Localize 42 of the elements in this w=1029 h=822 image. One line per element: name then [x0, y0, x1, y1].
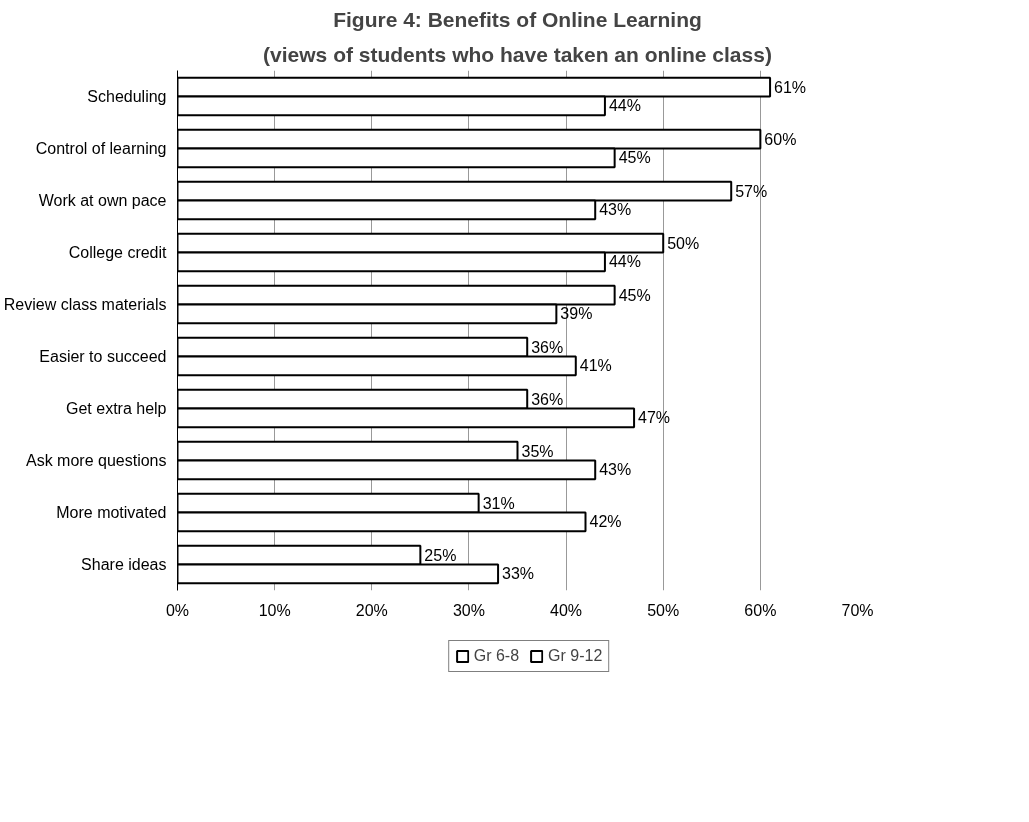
data-label: 60%	[764, 130, 797, 148]
x-tick-label: 0%	[165, 601, 190, 619]
data-label: 44%	[608, 253, 641, 271]
y-tick-label: Easier to succeed	[39, 348, 167, 365]
legend-label: Gr 6-8	[473, 647, 520, 665]
data-label: 33%	[502, 565, 535, 583]
chart-subtitle: (views of students who have taken an online class)	[263, 42, 772, 66]
data-label: 39%	[560, 305, 593, 323]
y-tick-label: College credit	[68, 244, 168, 261]
y-tick-label: Share ideas	[81, 556, 167, 573]
y-tick-label: Ask more questions	[25, 452, 167, 469]
y-tick-label: Review class materials	[3, 296, 167, 313]
chart-title: Figure 4: Benefits of Online Learning	[333, 7, 702, 31]
x-tick-label: 60%	[744, 601, 777, 619]
x-tick-label: 50%	[647, 601, 680, 619]
x-tick-label: 20%	[355, 601, 388, 619]
data-label: 43%	[599, 201, 632, 219]
y-tick-label: Scheduling	[87, 88, 167, 105]
data-label: 31%	[482, 494, 515, 512]
x-tick-label: 40%	[550, 601, 583, 619]
data-label: 45%	[618, 286, 651, 304]
data-label: 47%	[638, 409, 671, 427]
y-tick-label: More motivated	[56, 504, 167, 521]
y-tick-label: Get extra help	[66, 400, 167, 417]
data-label: 45%	[618, 149, 651, 167]
data-label: 61%	[774, 78, 807, 96]
legend-label: Gr 9-12	[548, 647, 603, 665]
data-label: 50%	[667, 234, 700, 252]
data-label: 41%	[579, 357, 612, 375]
x-tick-label: 70%	[841, 601, 874, 619]
data-label: 36%	[531, 390, 564, 408]
data-label: 43%	[599, 461, 632, 479]
data-label: 57%	[735, 182, 768, 200]
y-tick-label: Work at own pace	[38, 192, 167, 209]
data-label: 35%	[521, 442, 554, 460]
data-label: 42%	[589, 513, 622, 531]
y-tick-label: Control of learning	[35, 140, 167, 157]
data-label: 25%	[424, 546, 457, 564]
data-label: 44%	[608, 97, 641, 115]
x-tick-label: 30%	[452, 601, 485, 619]
x-tick-label: 10%	[258, 601, 291, 619]
data-label: 36%	[531, 338, 564, 356]
